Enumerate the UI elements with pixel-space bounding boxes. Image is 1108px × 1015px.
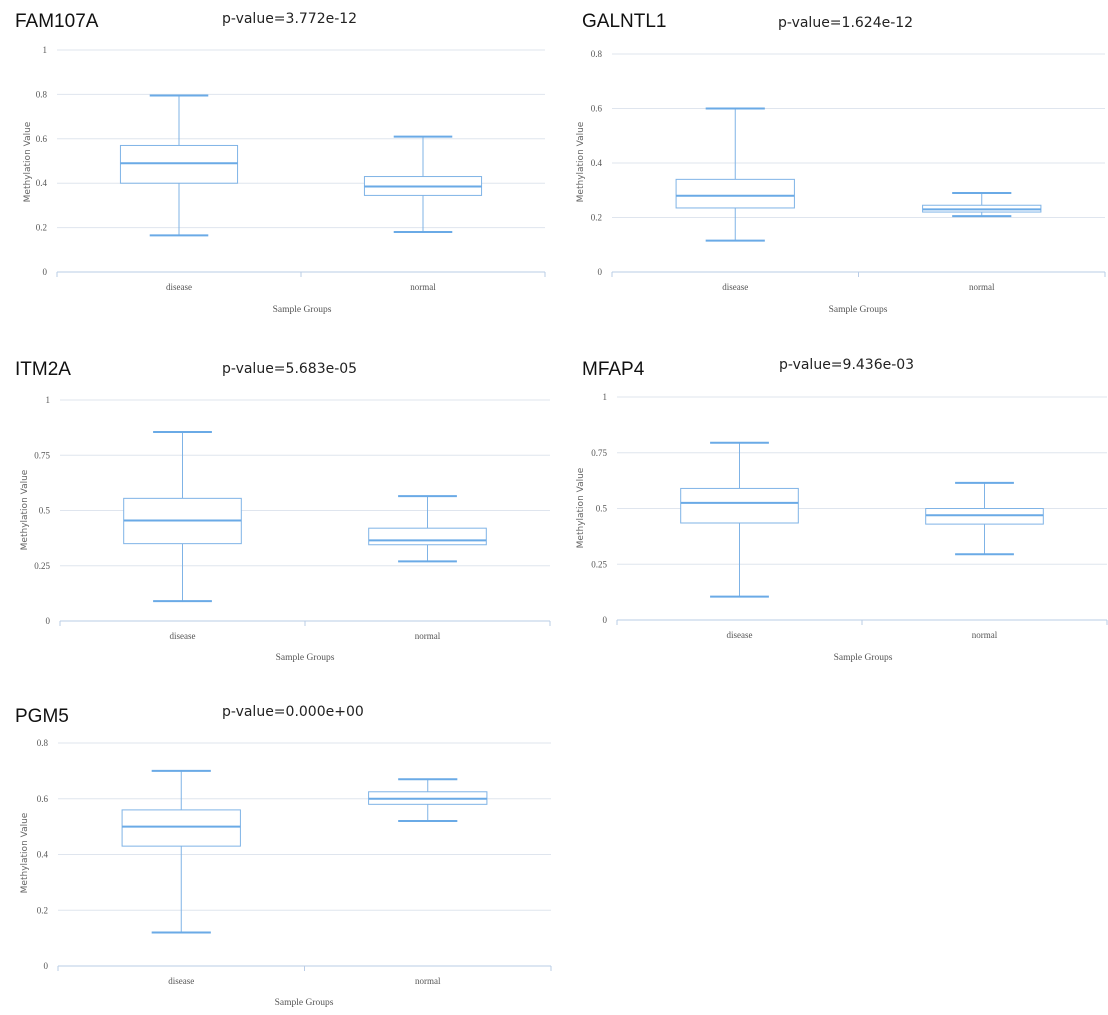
gene-title: PGM5 [15, 706, 69, 727]
iqr-box [680, 487, 799, 524]
gene-title: ITM2A [15, 359, 71, 380]
gene-title: MFAP4 [582, 359, 645, 380]
y-tick-label: 0 [43, 267, 48, 277]
y-tick-label: 0.4 [591, 158, 603, 168]
category-label: normal [972, 630, 998, 640]
p-value-label: p-value=5.683e-05 [222, 361, 357, 377]
x-axis-label: Sample Groups [273, 305, 332, 315]
y-tick-label: 0.6 [37, 794, 49, 804]
panel-mfap4: MFAP4 p-value=9.436e-03 Methylation Valu… [576, 357, 1108, 663]
panel-itm2a: ITM2A p-value=5.683e-05 Methylation Valu… [15, 359, 551, 663]
category-label: disease [170, 631, 196, 641]
x-axis-label: Sample Groups [275, 998, 334, 1008]
gene-title: FAM107A [15, 11, 99, 32]
category-label: normal [415, 631, 441, 641]
y-tick-label: 0.5 [596, 504, 608, 514]
iqr-box [121, 809, 241, 847]
y-tick-label: 0 [46, 616, 51, 626]
y-tick-label: 0.2 [591, 213, 602, 223]
y-tick-label: 1 [46, 395, 51, 405]
panel-galntl1: GALNTL1 p-value=1.624e-12 Methylation Va… [576, 11, 1106, 315]
p-value-label: p-value=0.000e+00 [222, 704, 364, 720]
panel-pgm5: PGM5 p-value=0.000e+00 Methylation Value… [15, 704, 552, 1008]
y-tick-label: 0.75 [34, 450, 50, 460]
category-label: normal [415, 976, 441, 986]
y-tick-label: 1 [43, 45, 48, 55]
iqr-box [925, 508, 1044, 525]
category-label: disease [168, 976, 194, 986]
y-tick-label: 1 [603, 392, 608, 402]
y-tick-label: 0.5 [39, 506, 51, 516]
y-axis-label: Methylation Value [23, 121, 33, 202]
x-axis-label: Sample Groups [829, 305, 888, 315]
y-tick-label: 0.4 [36, 178, 48, 188]
y-axis-label: Methylation Value [576, 121, 586, 202]
y-tick-label: 0.6 [591, 104, 603, 114]
iqr-box [368, 527, 487, 546]
x-axis-label: Sample Groups [276, 653, 335, 663]
p-value-label: p-value=1.624e-12 [778, 15, 913, 31]
y-tick-label: 0.2 [36, 223, 47, 233]
y-tick-label: 0 [603, 615, 608, 625]
y-tick-label: 0.25 [591, 559, 607, 569]
y-tick-label: 0.25 [34, 561, 50, 571]
y-tick-label: 0.4 [37, 850, 49, 860]
y-tick-label: 0.75 [591, 448, 607, 458]
p-value-label: p-value=3.772e-12 [222, 11, 357, 27]
panel-fam107a: FAM107A p-value=3.772e-12 Methylation Va… [15, 11, 546, 315]
y-tick-label: 0.8 [591, 49, 603, 59]
x-axis-label: Sample Groups [834, 653, 893, 663]
category-label: normal [410, 282, 436, 292]
category-label: disease [166, 282, 192, 292]
iqr-box [119, 144, 239, 184]
y-tick-label: 0 [44, 961, 49, 971]
y-tick-label: 0.6 [36, 134, 48, 144]
y-axis-label: Methylation Value [20, 812, 30, 893]
iqr-box [675, 178, 795, 209]
y-tick-label: 0.8 [37, 738, 49, 748]
y-axis-label: Methylation Value [20, 469, 30, 550]
y-axis-label: Methylation Value [576, 467, 586, 548]
gene-title: GALNTL1 [582, 11, 666, 32]
y-tick-label: 0 [598, 267, 603, 277]
y-tick-label: 0.8 [36, 89, 48, 99]
category-label: disease [727, 630, 753, 640]
y-tick-label: 0.2 [37, 905, 48, 915]
category-label: disease [722, 282, 748, 292]
p-value-label: p-value=9.436e-03 [779, 357, 914, 373]
category-label: normal [969, 282, 995, 292]
